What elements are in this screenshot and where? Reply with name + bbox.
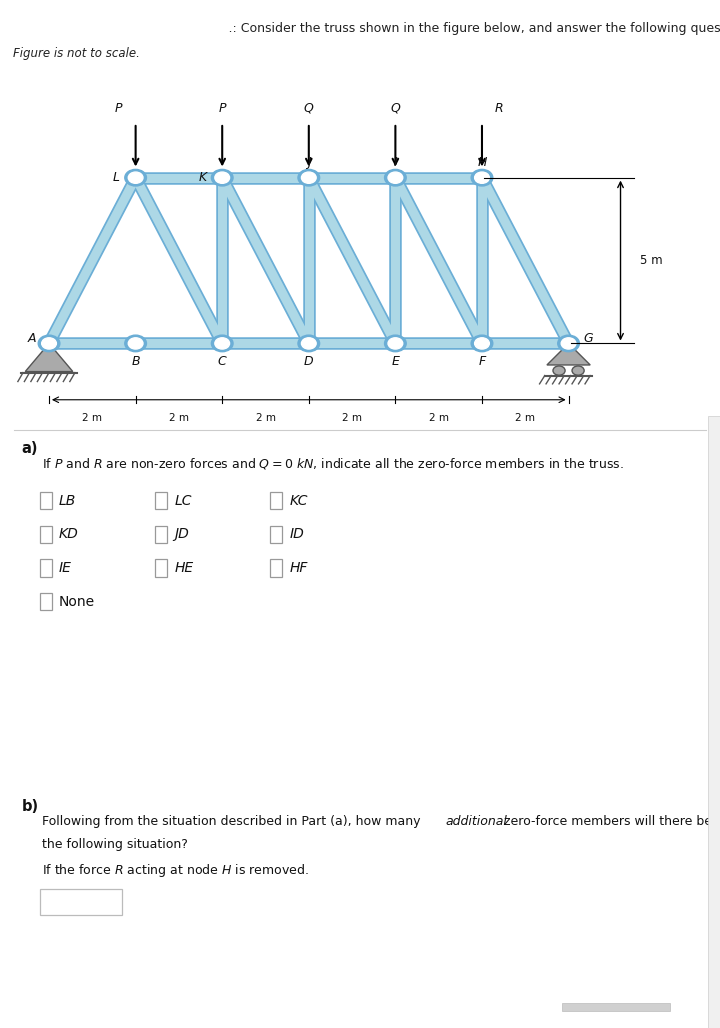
Text: P: P <box>114 102 122 115</box>
Text: L: L <box>112 172 120 184</box>
FancyBboxPatch shape <box>40 526 52 543</box>
Text: IE: IE <box>59 561 72 575</box>
FancyBboxPatch shape <box>270 559 282 577</box>
Text: LB: LB <box>59 493 76 508</box>
Polygon shape <box>547 343 590 365</box>
Circle shape <box>215 338 230 350</box>
Text: KD: KD <box>59 527 78 542</box>
Text: ID: ID <box>289 527 304 542</box>
Text: H: H <box>477 156 487 170</box>
Circle shape <box>212 335 233 352</box>
Circle shape <box>212 170 233 186</box>
Circle shape <box>128 172 143 183</box>
Circle shape <box>553 366 565 375</box>
Text: HE: HE <box>174 561 194 575</box>
Text: B: B <box>131 355 140 368</box>
Circle shape <box>474 338 490 350</box>
Text: 2 m: 2 m <box>82 413 102 424</box>
Circle shape <box>384 170 406 186</box>
Circle shape <box>471 170 492 186</box>
Circle shape <box>38 335 60 352</box>
Circle shape <box>42 338 56 350</box>
Circle shape <box>302 338 316 350</box>
Circle shape <box>302 172 316 183</box>
Text: 2 m: 2 m <box>428 413 449 424</box>
Circle shape <box>125 335 146 352</box>
Circle shape <box>572 366 584 375</box>
Circle shape <box>298 170 320 186</box>
FancyBboxPatch shape <box>155 559 167 577</box>
Text: 2 m: 2 m <box>516 413 535 424</box>
Text: E: E <box>392 355 400 368</box>
Text: Figure is not to scale.: Figure is not to scale. <box>13 47 140 61</box>
Polygon shape <box>25 343 73 371</box>
Text: C: C <box>218 355 227 368</box>
FancyBboxPatch shape <box>40 492 52 509</box>
Text: P: P <box>218 102 226 115</box>
Text: R: R <box>495 102 503 115</box>
Text: 5 m: 5 m <box>640 254 662 267</box>
Text: 2 m: 2 m <box>169 413 189 424</box>
Circle shape <box>384 335 406 352</box>
Text: .: Consider the truss shown in the figure below, and answer the following questi: .: Consider the truss shown in the figur… <box>0 22 720 35</box>
Text: JD: JD <box>174 527 189 542</box>
Text: If $P$ and $R$ are non-zero forces and $Q = 0\ kN$, indicate all the zero-force : If $P$ and $R$ are non-zero forces and $… <box>42 456 624 471</box>
Text: b): b) <box>22 799 39 813</box>
Text: the following situation?: the following situation? <box>42 839 188 851</box>
Text: Following from the situation described in Part (a), how many: Following from the situation described i… <box>42 815 424 829</box>
Circle shape <box>474 172 490 183</box>
Text: 2 m: 2 m <box>342 413 362 424</box>
FancyBboxPatch shape <box>155 492 167 509</box>
Text: G: G <box>583 332 593 345</box>
Circle shape <box>388 338 402 350</box>
Text: If the force $R$ acting at node $H$ is removed.: If the force $R$ acting at node $H$ is r… <box>42 861 309 879</box>
FancyBboxPatch shape <box>40 559 52 577</box>
Text: D: D <box>304 355 314 368</box>
Circle shape <box>125 170 146 186</box>
FancyBboxPatch shape <box>155 526 167 543</box>
Text: KC: KC <box>289 493 308 508</box>
FancyBboxPatch shape <box>270 526 282 543</box>
Text: F: F <box>478 355 485 368</box>
Text: J: J <box>307 156 310 170</box>
Circle shape <box>561 338 576 350</box>
Text: a): a) <box>22 441 38 455</box>
Circle shape <box>298 335 320 352</box>
Text: A: A <box>27 332 36 345</box>
Text: additional: additional <box>445 815 507 829</box>
Text: HF: HF <box>289 561 308 575</box>
Text: Q: Q <box>390 102 400 115</box>
FancyBboxPatch shape <box>562 1003 670 1011</box>
Circle shape <box>558 335 580 352</box>
FancyBboxPatch shape <box>270 492 282 509</box>
Circle shape <box>388 172 402 183</box>
Text: ⌄: ⌄ <box>113 897 122 907</box>
Text: zero-force members will there be in the truss in: zero-force members will there be in the … <box>500 815 720 829</box>
Circle shape <box>128 338 143 350</box>
FancyBboxPatch shape <box>40 593 52 611</box>
FancyBboxPatch shape <box>40 888 122 915</box>
Circle shape <box>471 335 492 352</box>
FancyBboxPatch shape <box>708 416 720 1028</box>
Text: 2 m: 2 m <box>256 413 276 424</box>
Text: LC: LC <box>174 493 192 508</box>
Circle shape <box>215 172 230 183</box>
Text: Q: Q <box>304 102 314 115</box>
Text: I: I <box>394 156 397 170</box>
Text: None: None <box>59 594 95 609</box>
Text: K: K <box>199 172 207 184</box>
